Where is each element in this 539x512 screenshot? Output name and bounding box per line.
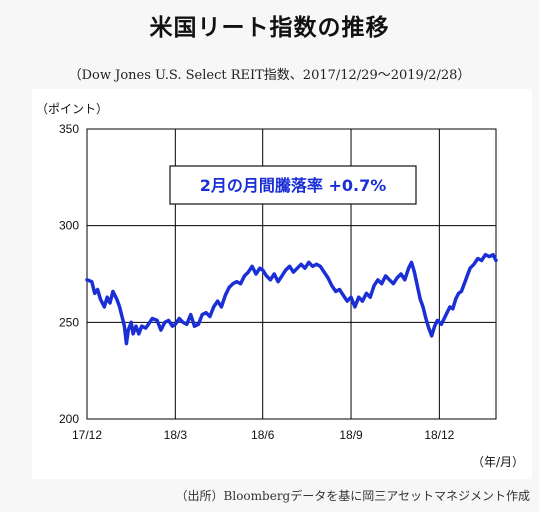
x-tick-label: 18/6 <box>251 428 275 442</box>
x-tick-label: 18/12 <box>424 428 454 442</box>
chart-title: 米国リート指数の推移 <box>149 15 390 41</box>
y-tick-label: 300 <box>59 219 79 233</box>
x-tick-label: 18/3 <box>164 428 188 442</box>
annotation-text: 2月の月間騰落率 +0.7% <box>200 176 387 195</box>
x-axis-label: （年/月） <box>472 455 524 469</box>
x-tick-label: 18/9 <box>339 428 363 442</box>
chart-subtitle: （Dow Jones U.S. Select REIT指数、2017/12/29… <box>68 68 471 83</box>
plot-frame <box>86 128 497 420</box>
y-tick-label: 250 <box>59 315 79 329</box>
source-note: （出所）Bloombergデータを基に岡三アセットマネジメント作成 <box>175 489 530 503</box>
series-line <box>85 252 498 346</box>
x-tick-label: 17/12 <box>72 428 102 442</box>
y-tick-label: 200 <box>59 412 79 426</box>
annotation-box <box>169 165 417 205</box>
y-tick-label: 350 <box>59 122 79 136</box>
chart-panel: （ポイント） （年/月） 200 250 300 350 17/12 18/3 18/6 18… <box>32 89 532 479</box>
y-axis-label: （ポイント） <box>36 102 108 116</box>
reit-index-chart: （ポイント） （年/月） 200 250 300 350 17/12 18/3 18/6 18… <box>36 102 524 469</box>
